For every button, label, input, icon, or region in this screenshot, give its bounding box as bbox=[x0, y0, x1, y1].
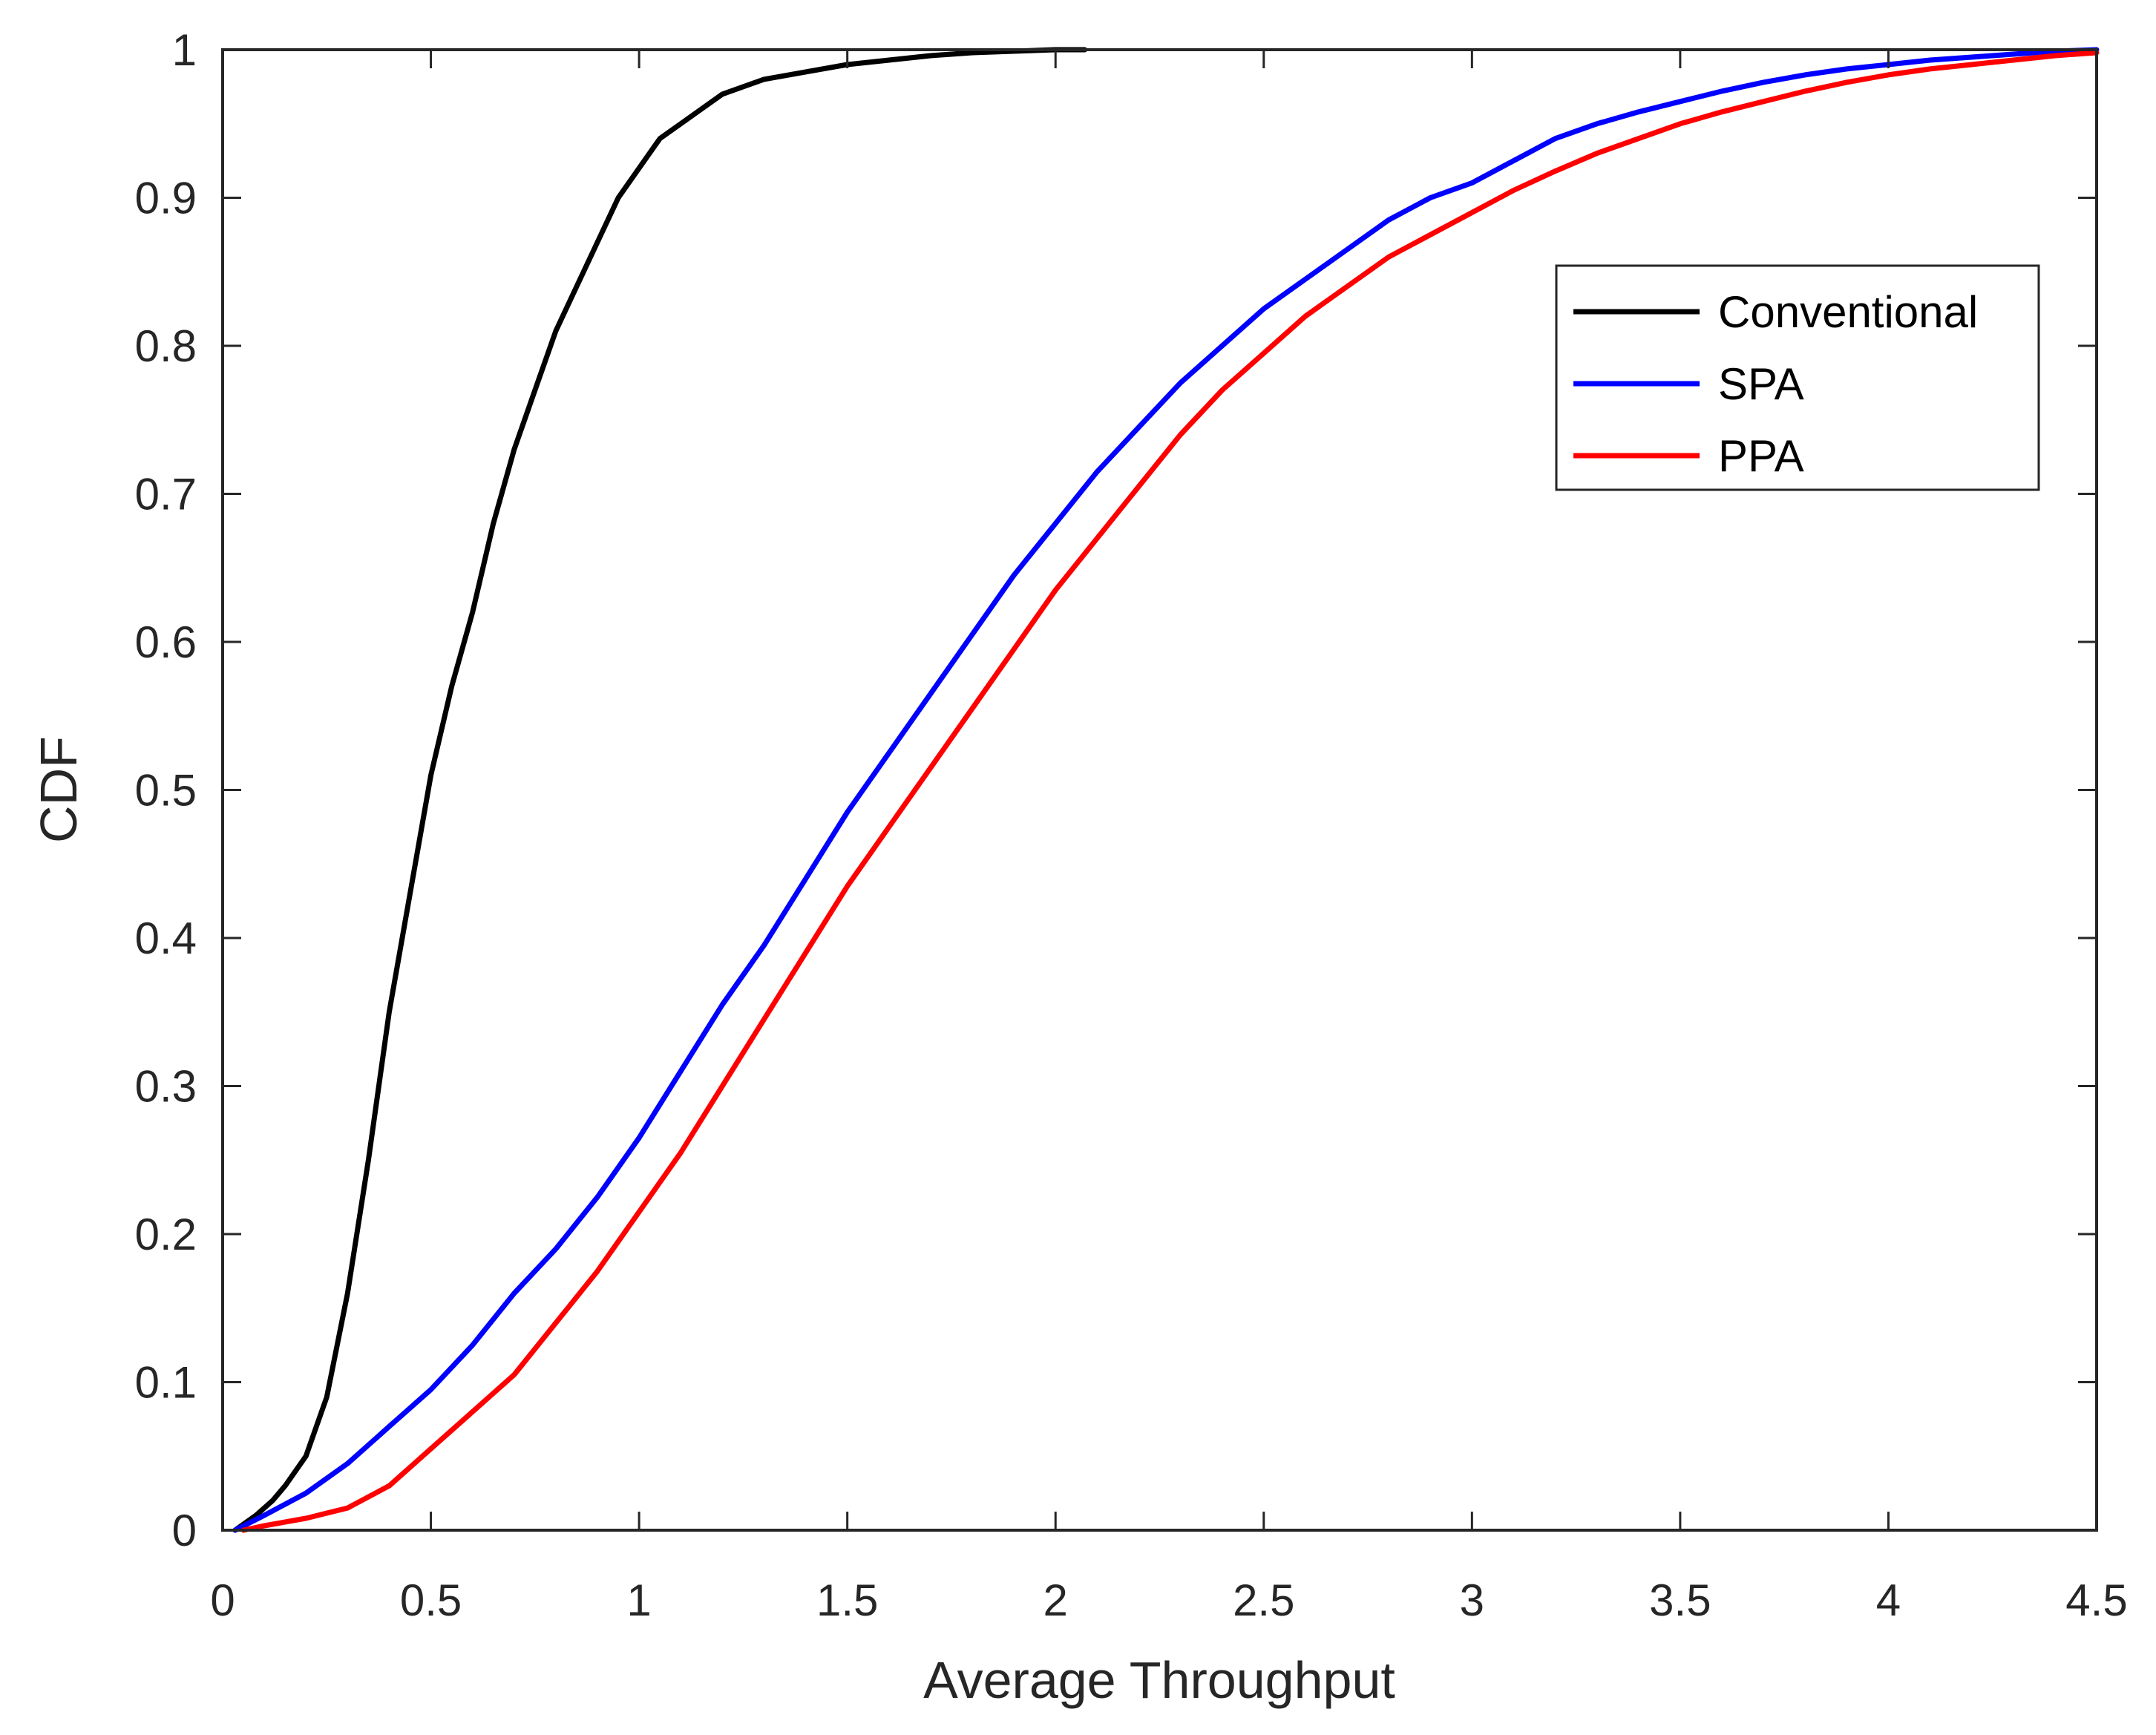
series-line-conventional bbox=[232, 47, 1087, 1533]
x-tick-label: 4.5 bbox=[2065, 1575, 2127, 1625]
x-tick-label: 4 bbox=[1876, 1575, 1901, 1625]
x-axis-label: Average Throughput bbox=[923, 1651, 1395, 1709]
y-tick-label: 0.7 bbox=[135, 470, 197, 519]
x-tick-label: 2.5 bbox=[1233, 1575, 1294, 1625]
y-tick-label: 0.6 bbox=[135, 617, 197, 667]
y-tick-label: 0.9 bbox=[135, 174, 197, 223]
x-tick-label: 0.5 bbox=[400, 1575, 462, 1625]
y-tick-label: 1 bbox=[172, 25, 197, 75]
legend-label-spa: SPA bbox=[1718, 359, 1804, 409]
ticks-layer: 0 0.5 1 1.5 2 2.5 3 3.5 4 4.5 0 0.1 0.2 0.3 0.4 0.5 0.6 0… bbox=[135, 25, 2128, 1625]
legend-box bbox=[1555, 264, 2040, 491]
y-tick-label: 0.3 bbox=[135, 1062, 197, 1112]
legend-label-ppa: PPA bbox=[1718, 431, 1804, 481]
y-tick-label: 0.5 bbox=[135, 766, 197, 816]
x-tick-label: 3 bbox=[1460, 1575, 1484, 1625]
y-tick-label: 0 bbox=[172, 1506, 197, 1555]
plot-frame bbox=[221, 48, 2098, 1532]
series-layer bbox=[232, 47, 2100, 1533]
x-tick-label: 1.5 bbox=[816, 1575, 878, 1625]
y-tick-label: 0.8 bbox=[135, 321, 197, 371]
series-line-ppa bbox=[240, 50, 2100, 1533]
y-tick-label: 0.1 bbox=[135, 1358, 197, 1408]
series-line-spa bbox=[232, 47, 2100, 1533]
x-tick-label: 2 bbox=[1043, 1575, 1068, 1625]
x-tick-label: 0 bbox=[210, 1575, 235, 1625]
x-tick-label: 1 bbox=[626, 1575, 651, 1625]
y-axis-label: CDF bbox=[30, 736, 88, 843]
y-tick-label: 0.4 bbox=[135, 914, 197, 963]
legend-label-conventional: Conventional bbox=[1718, 287, 1978, 337]
y-tick-label: 0.2 bbox=[135, 1210, 197, 1259]
legend: Conventional SPA PPA bbox=[1555, 264, 2040, 491]
x-tick-label: 3.5 bbox=[1649, 1575, 1711, 1625]
